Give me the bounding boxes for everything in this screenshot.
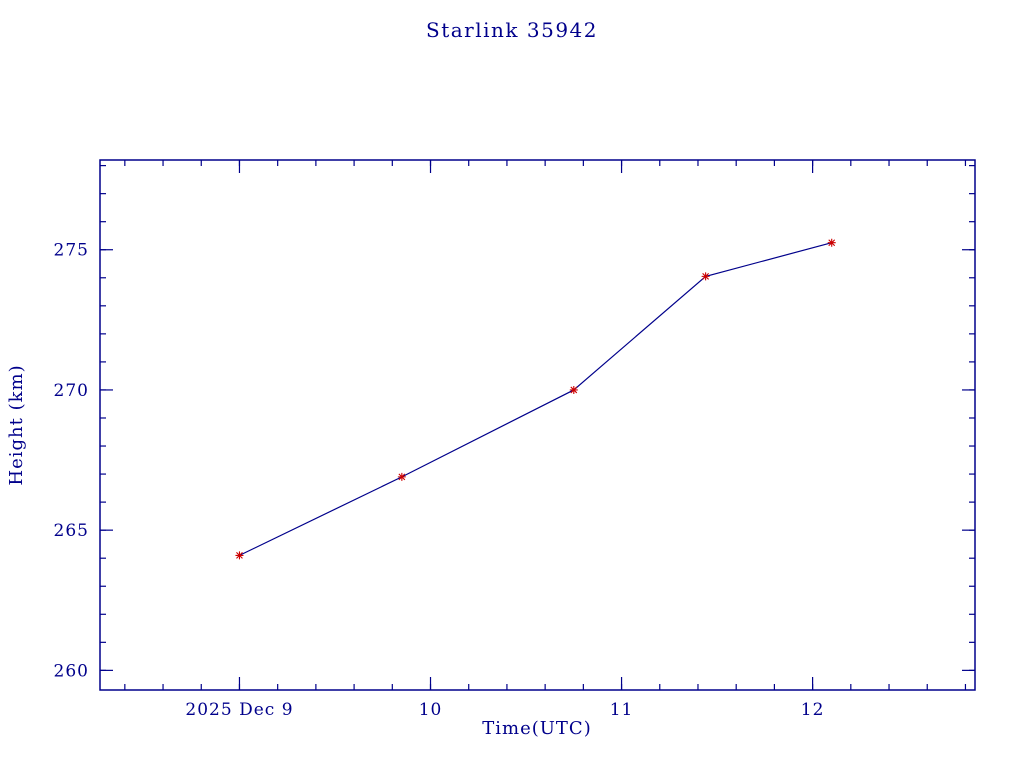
- plot-area: 2025 Dec 9 10 11 12 260 265 270 275: [54, 159, 976, 720]
- y-tick-label: 265: [54, 521, 89, 541]
- data-point-marker: [235, 551, 244, 560]
- x-tick-label: 11: [610, 700, 634, 720]
- data-point-marker: [827, 238, 836, 247]
- data-point-marker: [569, 385, 578, 394]
- x-tick-label: 12: [801, 700, 825, 720]
- data-point-marker: [701, 272, 710, 281]
- tick-labels: 2025 Dec 9 10 11 12 260 265 270 275: [54, 241, 825, 720]
- height-series-line: [239, 242, 832, 556]
- data-point-marker: [397, 472, 406, 481]
- y-tick-label: 260: [54, 661, 89, 681]
- x-tick-label: 2025 Dec 9: [185, 700, 293, 720]
- y-tick-label: 270: [54, 381, 89, 401]
- y-tick-label: 275: [54, 241, 89, 261]
- x-axis-label: Time(UTC): [482, 718, 591, 739]
- y-axis-label: Height (km): [6, 364, 27, 485]
- chart-title: Starlink 35942: [426, 18, 598, 42]
- x-tick-label: 10: [419, 700, 443, 720]
- data-point-markers: [235, 238, 836, 560]
- axis-ticks: [100, 160, 975, 690]
- plot-frame: [99, 159, 976, 691]
